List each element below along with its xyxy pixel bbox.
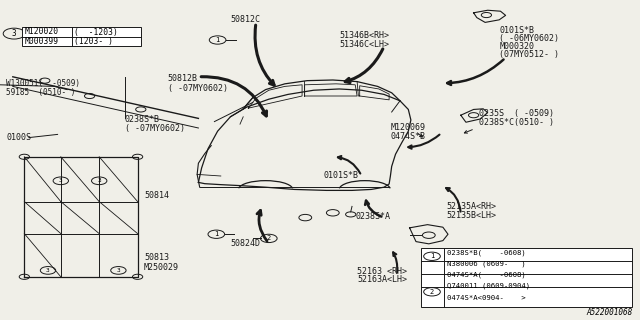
Text: 0235S  ( -0509): 0235S ( -0509) <box>479 109 554 118</box>
Text: 0474S*A<0904-    >: 0474S*A<0904- > <box>447 295 525 301</box>
Text: 3: 3 <box>97 178 101 183</box>
Text: M000320: M000320 <box>499 42 534 51</box>
Text: A522001068: A522001068 <box>586 308 632 317</box>
Text: M120020: M120020 <box>25 28 59 36</box>
Text: 3: 3 <box>46 268 50 273</box>
Text: (07MY0512- ): (07MY0512- ) <box>499 50 559 59</box>
Text: 0100S: 0100S <box>6 133 31 142</box>
FancyArrowPatch shape <box>345 49 383 83</box>
Text: M250029: M250029 <box>144 263 179 272</box>
Text: 52135B<LH>: 52135B<LH> <box>447 211 497 220</box>
Text: 0474S*A(    -0608): 0474S*A( -0608) <box>447 271 525 277</box>
Text: M120069: M120069 <box>390 124 426 132</box>
Bar <box>22 27 141 46</box>
Text: 51346B<RH>: 51346B<RH> <box>339 31 389 40</box>
Text: 51346C<LH>: 51346C<LH> <box>339 40 389 49</box>
Text: 1: 1 <box>430 253 434 259</box>
Text: 1: 1 <box>214 231 218 237</box>
Text: 0238S*C(0510- ): 0238S*C(0510- ) <box>479 118 554 127</box>
Text: M000399: M000399 <box>25 37 59 46</box>
Text: 0238S*A: 0238S*A <box>355 212 390 221</box>
Text: 0101S*B: 0101S*B <box>323 171 358 180</box>
FancyArrowPatch shape <box>447 60 504 85</box>
Text: 0101S*B: 0101S*B <box>499 26 534 35</box>
Text: 50812B: 50812B <box>168 74 198 83</box>
FancyArrowPatch shape <box>338 156 360 173</box>
Text: ( -07MY0602): ( -07MY0602) <box>125 124 185 133</box>
Text: 50813: 50813 <box>144 253 169 262</box>
Text: Q740011 (0609-0904): Q740011 (0609-0904) <box>447 282 530 289</box>
Text: ( -06MY0602): ( -06MY0602) <box>499 34 559 43</box>
Text: N380006 (0609-   ): N380006 (0609- ) <box>447 260 525 267</box>
Text: 0474S*B: 0474S*B <box>390 132 426 141</box>
Text: 50814: 50814 <box>144 191 169 200</box>
FancyArrowPatch shape <box>408 135 440 149</box>
FancyArrowPatch shape <box>201 77 266 116</box>
FancyArrowPatch shape <box>465 130 472 133</box>
FancyArrowPatch shape <box>446 188 461 212</box>
FancyArrowPatch shape <box>255 25 274 85</box>
Text: 2: 2 <box>267 236 271 241</box>
Text: 3: 3 <box>12 29 17 38</box>
Text: 0238S*B: 0238S*B <box>125 115 160 124</box>
Text: 3: 3 <box>59 178 63 183</box>
Text: (1203- ): (1203- ) <box>74 37 113 46</box>
Text: 52163 <RH>: 52163 <RH> <box>357 267 407 276</box>
Text: (  -1203): ( -1203) <box>74 28 118 36</box>
Text: 2: 2 <box>430 289 434 295</box>
Text: ( -07MY0602): ( -07MY0602) <box>168 84 228 92</box>
FancyArrowPatch shape <box>257 210 267 241</box>
Text: 50812C: 50812C <box>230 15 260 24</box>
FancyArrowPatch shape <box>418 134 422 137</box>
Text: 3: 3 <box>116 268 120 273</box>
Text: 0238S*B(    -0608): 0238S*B( -0608) <box>447 250 525 256</box>
Text: 52163A<LH>: 52163A<LH> <box>357 276 407 284</box>
Text: 52135A<RH>: 52135A<RH> <box>447 202 497 211</box>
Text: 59185  (0510- ): 59185 (0510- ) <box>6 88 76 97</box>
Text: W130051(  -0509): W130051( -0509) <box>6 79 81 88</box>
FancyArrowPatch shape <box>365 201 381 217</box>
Bar <box>421 248 632 307</box>
FancyArrowPatch shape <box>393 252 397 272</box>
Text: 50824D: 50824D <box>230 239 260 248</box>
Text: 1: 1 <box>216 37 220 43</box>
